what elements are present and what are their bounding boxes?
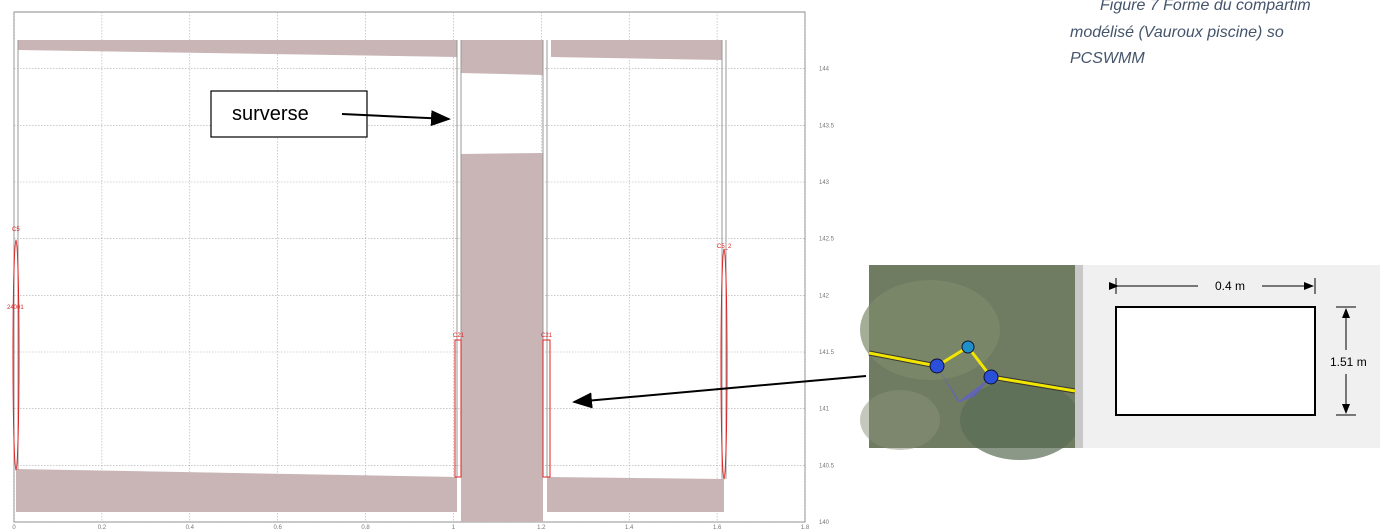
x-tick-label: 0.2 <box>98 525 107 531</box>
node-label: 24001 <box>7 305 24 311</box>
x-tick-label: 1.8 <box>801 525 810 531</box>
x-tick-label: 1.2 <box>537 525 546 531</box>
node-label: C5 <box>12 227 20 233</box>
ground-fill <box>461 477 543 512</box>
x-tick-label: 0 <box>12 525 16 531</box>
y-tick-label: 143.5 <box>819 123 835 129</box>
y-tick-label: 144 <box>819 67 830 73</box>
conduit-crown <box>18 40 457 57</box>
x-tick-label: 1 <box>452 525 456 531</box>
node-label: C21 <box>541 333 553 339</box>
x-tick-label: 1.4 <box>625 525 634 531</box>
node-label: C5_2 <box>717 244 732 250</box>
conduit-crown <box>551 40 722 60</box>
y-tick-label: 140.5 <box>819 463 835 469</box>
y-tick-label: 140 <box>819 520 830 526</box>
y-tick-label: 141 <box>819 407 830 413</box>
y-tick-label: 142 <box>819 293 830 299</box>
annotation: surverse <box>232 103 309 125</box>
arrow <box>572 375 867 409</box>
height-label: 1.51 m <box>1330 355 1367 369</box>
annotation-box <box>210 90 368 138</box>
profile-plot: C5 24001 C21 C21 C5_2 <box>7 11 806 523</box>
cross-section: 0.4 m 1.51 m <box>1109 278 1367 416</box>
y-tick-label: 141.5 <box>819 350 835 356</box>
plot-frame <box>13 11 806 523</box>
x-tick-label: 0.6 <box>273 525 282 531</box>
arrow <box>341 110 451 127</box>
y-tick-label: 142.5 <box>819 237 835 243</box>
x-tick-label: 1.6 <box>713 525 722 531</box>
caption-line: modélisé (Vauroux piscine) so <box>1070 24 1284 41</box>
caption-line: PCSWMM <box>1070 50 1145 67</box>
ground-fill <box>16 469 457 512</box>
node-label: C21 <box>453 333 465 339</box>
caption-line: Figure 7 Forme du compartim <box>1100 0 1311 14</box>
conduit-crown <box>461 40 543 75</box>
node-markers <box>12 239 728 480</box>
x-tick-label: 0.8 <box>361 525 370 531</box>
ground-fill <box>547 477 724 512</box>
width-label: 0.4 m <box>1215 279 1245 293</box>
y-tick-label: 143 <box>819 180 830 186</box>
x-tick-label: 0.4 <box>186 525 195 531</box>
chamber-fill <box>461 153 543 522</box>
